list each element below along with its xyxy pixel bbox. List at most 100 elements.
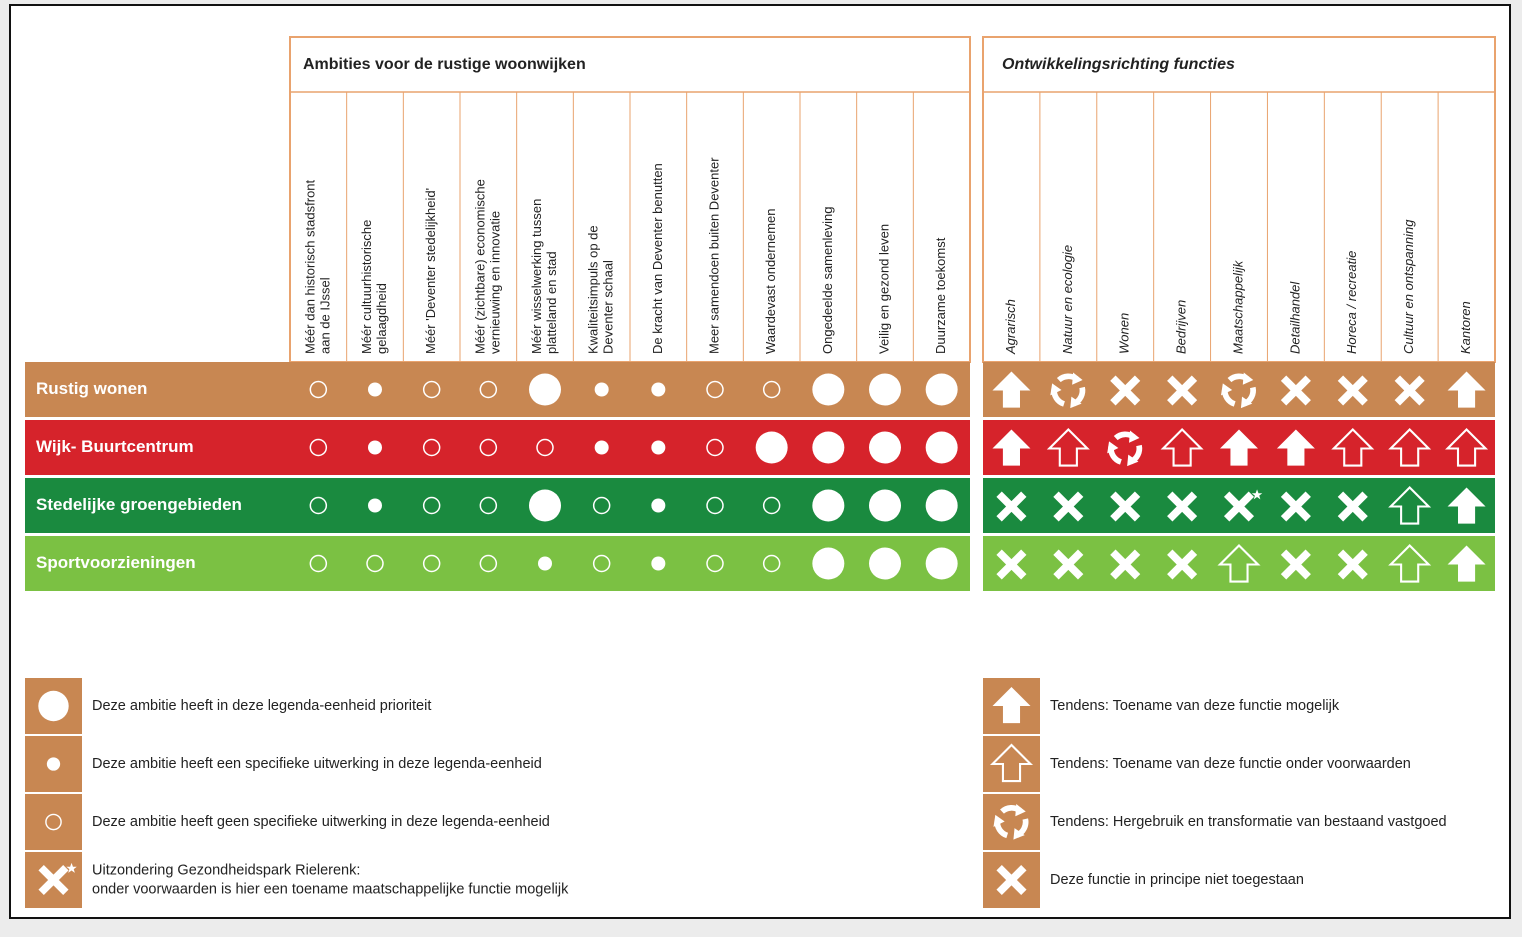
up-symbol: [1447, 545, 1486, 582]
recycle-arm: [993, 814, 1009, 839]
circle: [38, 690, 69, 722]
cross-symbol: [1110, 491, 1141, 522]
large-symbol: [812, 547, 845, 580]
recycle-arm: [1227, 372, 1254, 385]
cross-symbol: [1337, 549, 1368, 580]
up-symbol: [1447, 487, 1486, 524]
arrow: [1447, 487, 1486, 524]
circle: [869, 431, 901, 464]
ring: [706, 438, 724, 457]
recycle-arm: [1240, 386, 1256, 409]
small-symbol: [651, 498, 666, 513]
column-header: gelaagdheid: [374, 283, 389, 354]
row-label: Rustig wonen: [36, 379, 147, 398]
small-symbol: [651, 382, 666, 397]
dot: [651, 556, 666, 571]
arrow: [1220, 429, 1258, 466]
head: [1240, 396, 1253, 409]
ambities-title: Ambities voor de rustige woonwijken: [303, 56, 586, 73]
large-symbol: [755, 431, 788, 464]
column-header: Cultuur en ontspanning: [1401, 219, 1416, 354]
cross-symbol: [1053, 549, 1084, 580]
head: [1050, 383, 1062, 396]
cross: [1110, 491, 1141, 522]
ring: [762, 380, 781, 399]
column-header: Horeca / recreatie: [1344, 251, 1359, 354]
dot: [594, 440, 609, 455]
cross-symbol: [1167, 375, 1198, 406]
large-symbol: [812, 373, 845, 406]
cross: [1280, 491, 1311, 522]
open-symbol: [706, 438, 724, 457]
open-symbol: [366, 554, 384, 573]
up-symbol: [1276, 429, 1315, 466]
cross: [1337, 491, 1368, 522]
open-symbol: [45, 813, 62, 831]
legend-text: Tendens: Toename van deze functie onder …: [1050, 756, 1411, 772]
arrow: [989, 743, 1034, 783]
legend-text: Deze ambitie heeft geen specifieke uitwe…: [92, 814, 550, 830]
cross-symbol: [1167, 491, 1198, 522]
legend-text: onder voorwaarden is hier een toename ma…: [92, 881, 569, 897]
open-symbol: [706, 496, 724, 515]
recycle-arm: [1056, 372, 1083, 385]
dot: [651, 440, 666, 455]
recycle-arm: [1220, 383, 1236, 407]
cross-symbol: [996, 549, 1027, 580]
cross-star-symbol: [1223, 489, 1263, 522]
arrow: [1217, 544, 1261, 583]
ring: [309, 554, 328, 573]
open-symbol: [309, 380, 328, 399]
ring: [592, 554, 611, 573]
ring: [479, 554, 498, 573]
cross: [38, 864, 69, 896]
arrow: [1331, 428, 1375, 467]
large-symbol: [925, 489, 958, 522]
open-symbol: [762, 380, 781, 399]
column-header: Natuur en ecologie: [1060, 245, 1075, 354]
cross: [996, 491, 1027, 522]
column-header: Méér cultuurhistorische: [359, 220, 374, 354]
arrow: [1445, 428, 1489, 467]
legend-text: Uitzondering Gezondheidspark Rielerenk:: [92, 862, 360, 878]
cross-symbol: [1394, 375, 1425, 406]
cross-symbol: [1110, 549, 1141, 580]
circle: [812, 373, 845, 406]
column-header: Waardevast ondernemen: [763, 209, 778, 355]
recycle-arm: [1107, 441, 1123, 465]
recycle-symbol: [1050, 372, 1086, 409]
column-header: Detailhandel: [1287, 281, 1302, 354]
cross: [1053, 549, 1084, 580]
head: [993, 814, 1005, 827]
recycle-arm: [1113, 430, 1140, 443]
cross-symbol: [996, 491, 1027, 522]
row-label: Wijk- Buurtcentrum: [36, 437, 194, 456]
up-outline-symbol: [1388, 544, 1432, 583]
column-header: Meer samendoen buiten Deventer: [706, 157, 721, 354]
up-outline-symbol: [1331, 428, 1375, 467]
cross: [996, 549, 1027, 580]
open-symbol: [309, 496, 328, 515]
ring: [309, 496, 328, 515]
ring: [309, 438, 328, 457]
circle: [812, 547, 845, 580]
dot: [651, 498, 666, 513]
ring: [706, 496, 724, 515]
cross: [1337, 375, 1368, 406]
ring: [706, 380, 724, 399]
column-header: Méér dan historisch stadsfront: [302, 179, 317, 354]
circle: [869, 547, 901, 580]
cross: [1167, 549, 1198, 580]
cross: [1167, 375, 1198, 406]
ring: [45, 813, 62, 831]
dot: [46, 757, 61, 771]
legend-text: Deze functie in principe niet toegestaan: [1050, 872, 1304, 888]
recycle-arm: [1050, 383, 1066, 407]
up-outline-symbol: [989, 743, 1034, 783]
open-symbol: [592, 496, 611, 515]
ring: [422, 554, 441, 573]
dot: [368, 440, 382, 455]
open-symbol: [762, 554, 781, 573]
arrow: [992, 371, 1031, 408]
cross-star-symbol: [38, 862, 77, 896]
